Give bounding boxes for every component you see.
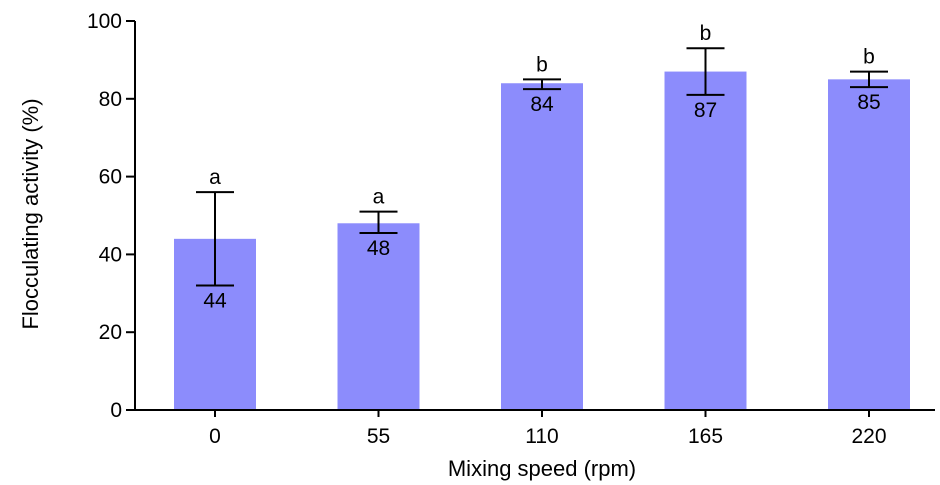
x-axis-label: Mixing speed (rpm): [448, 456, 636, 481]
data-label: 44: [203, 290, 227, 313]
bar: [828, 79, 910, 410]
bar: [501, 83, 583, 411]
axes-group: 0 55 110 165 220 0 20 40 60 80 100: [87, 10, 935, 448]
significance-letter: b: [700, 22, 712, 45]
data-label: 84: [530, 93, 554, 116]
x-tick-label: 110: [525, 425, 558, 448]
bar: [664, 71, 747, 410]
significance-letter: b: [863, 46, 875, 69]
y-tick-label: 80: [99, 88, 122, 111]
bars-group: [174, 71, 910, 411]
x-tick-label: 55: [367, 425, 390, 448]
data-label: 48: [367, 237, 390, 260]
y-tick-label: 100: [87, 10, 122, 33]
y-tick-label: 40: [99, 243, 122, 266]
x-tick-label: 165: [688, 425, 723, 448]
data-label: 85: [857, 91, 880, 114]
y-tick-label: 60: [99, 166, 122, 189]
x-tick-label: 0: [209, 425, 221, 448]
data-label: 87: [694, 99, 717, 122]
y-axis-label: Flocculating activity (%): [18, 98, 43, 329]
significance-letter: b: [536, 53, 548, 76]
error-bars-group: [196, 47, 888, 287]
significance-letter: a: [209, 166, 221, 189]
bar: [337, 223, 420, 410]
y-tick-label: 20: [99, 321, 122, 344]
labels-group: a 44 a 48 b 84 b 87 b 85: [203, 22, 880, 312]
significance-letter: a: [373, 186, 385, 209]
y-tick-label: 0: [110, 399, 122, 422]
x-tick-label: 220: [851, 425, 886, 448]
